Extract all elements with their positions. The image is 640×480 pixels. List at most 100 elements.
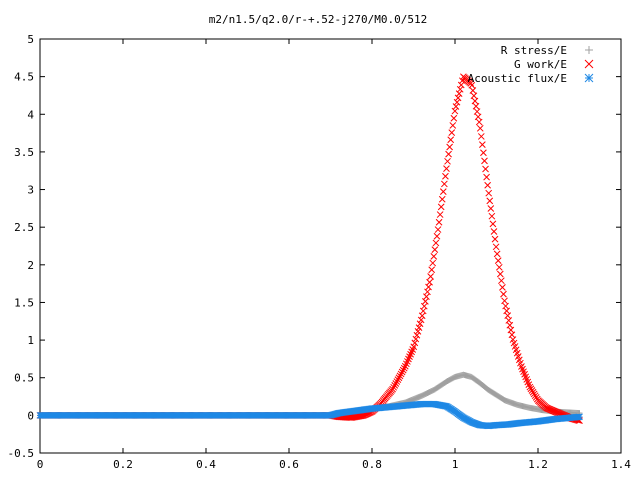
- cross-data-point: [500, 290, 507, 298]
- cross-data-point: [471, 97, 479, 105]
- cross-data-point: [468, 81, 476, 89]
- x-tick-label: 0.2: [113, 458, 133, 471]
- cross-data-point: [429, 259, 437, 267]
- cross-data-point: [515, 356, 523, 364]
- cross-data-point: [476, 124, 484, 132]
- cross-data-point: [450, 114, 458, 122]
- cross-data-point: [496, 270, 504, 278]
- cross-data-point: [414, 328, 422, 335]
- cross-data-point: [444, 157, 451, 165]
- cross-data-point: [509, 336, 517, 343]
- cross-data-point: [397, 370, 405, 378]
- legend-label: G work/E: [514, 58, 567, 71]
- cross-data-point: [457, 81, 465, 89]
- cross-data-point: [470, 92, 478, 100]
- cross-data-point: [393, 378, 401, 385]
- cross-data-point: [424, 288, 431, 296]
- cross-data-point: [474, 113, 482, 121]
- cross-data-point: [486, 197, 494, 205]
- cross-data-point: [432, 239, 440, 247]
- cross-data-point: [488, 212, 496, 220]
- cross-data-point: [517, 359, 524, 367]
- cross-data-point: [392, 380, 400, 387]
- cross-data-point: [521, 370, 528, 378]
- cross-data-point: [451, 107, 459, 115]
- cross-data-point: [512, 346, 520, 354]
- cross-data-point: [389, 385, 396, 393]
- cross-data-point: [446, 143, 453, 151]
- cross-data-point: [513, 349, 521, 357]
- cross-data-point: [456, 85, 464, 93]
- cross-data-point: [523, 376, 531, 383]
- cross-data-point: [443, 165, 450, 172]
- cross-data-point: [442, 172, 449, 180]
- y-tick-label: 1: [27, 334, 34, 347]
- cross-data-point: [484, 181, 492, 189]
- y-tick-label: 2: [27, 259, 34, 272]
- cross-data-point: [495, 263, 503, 271]
- cross-data-point: [415, 324, 423, 331]
- cross-data-point: [437, 203, 445, 211]
- cross-data-point: [489, 220, 497, 228]
- cross-data-point: [427, 273, 434, 280]
- cross-data-point: [448, 129, 456, 136]
- cross-data-point: [411, 339, 419, 347]
- cross-data-point: [416, 320, 424, 328]
- cross-data-point: [494, 257, 502, 264]
- cross-data-point: [493, 250, 501, 258]
- y-tick-label: 2.5: [14, 221, 34, 234]
- cross-data-point: [522, 373, 530, 381]
- cross-data-point: [445, 150, 452, 158]
- cross-data-point: [485, 189, 493, 197]
- cross-data-point: [455, 90, 463, 97]
- cross-data-point: [441, 180, 448, 188]
- cross-data-point: [390, 383, 398, 391]
- cross-data-point: [499, 284, 506, 291]
- x-tick-label: 0.4: [196, 458, 216, 471]
- cross-data-point: [479, 141, 486, 148]
- cross-data-point: [418, 312, 426, 320]
- cross-data-point: [422, 298, 429, 305]
- y-tick-label: 5: [27, 33, 34, 46]
- cross-data-point: [453, 98, 461, 106]
- cross-data-point: [525, 381, 533, 388]
- cross-data-point: [454, 94, 462, 102]
- cross-data-point: [491, 235, 499, 243]
- chart-title: m2/n1.5/q2.0/r-+.52-j270/M0.0/512: [209, 13, 428, 26]
- cross-data-point: [434, 226, 442, 233]
- cross-data-point: [439, 188, 447, 195]
- cross-data-point: [452, 103, 460, 110]
- cross-data-point: [391, 382, 399, 389]
- legend-marker: [584, 59, 594, 69]
- data-layer: [36, 73, 583, 430]
- y-tick-label: 3: [27, 184, 34, 197]
- cross-data-point: [501, 297, 508, 305]
- cross-data-point: [435, 218, 443, 226]
- cross-data-point: [483, 173, 490, 181]
- x-tick-label: 1.2: [528, 458, 548, 471]
- cross-data-point: [396, 372, 404, 380]
- cross-data-point: [394, 376, 402, 384]
- cross-data-point: [410, 343, 418, 351]
- cross-data-point: [475, 118, 483, 126]
- x-tick-label: 0.8: [362, 458, 382, 471]
- cross-data-point: [400, 364, 408, 372]
- x-tick-label: 1: [452, 458, 459, 471]
- y-tick-label: 1.5: [14, 296, 34, 309]
- legend-label: R stress/E: [501, 44, 567, 57]
- axis-ticks: 0 0.2 0.4 0.6 0.8 1 1.2 1.4-0.500.511.522.533.5…: [8, 33, 632, 471]
- cross-data-point: [518, 363, 525, 370]
- cross-data-point: [412, 335, 420, 343]
- cross-data-point: [472, 102, 480, 110]
- cross-data-point: [492, 243, 500, 251]
- cross-data-point: [482, 165, 489, 173]
- cross-data-point: [447, 136, 455, 144]
- x-tick-label: 0.6: [279, 458, 299, 471]
- cross-data-point: [469, 87, 477, 94]
- plot-frame: [39, 38, 622, 454]
- cross-data-point: [490, 228, 498, 235]
- cross-data-point: [510, 339, 518, 347]
- cross-data-point: [473, 108, 481, 115]
